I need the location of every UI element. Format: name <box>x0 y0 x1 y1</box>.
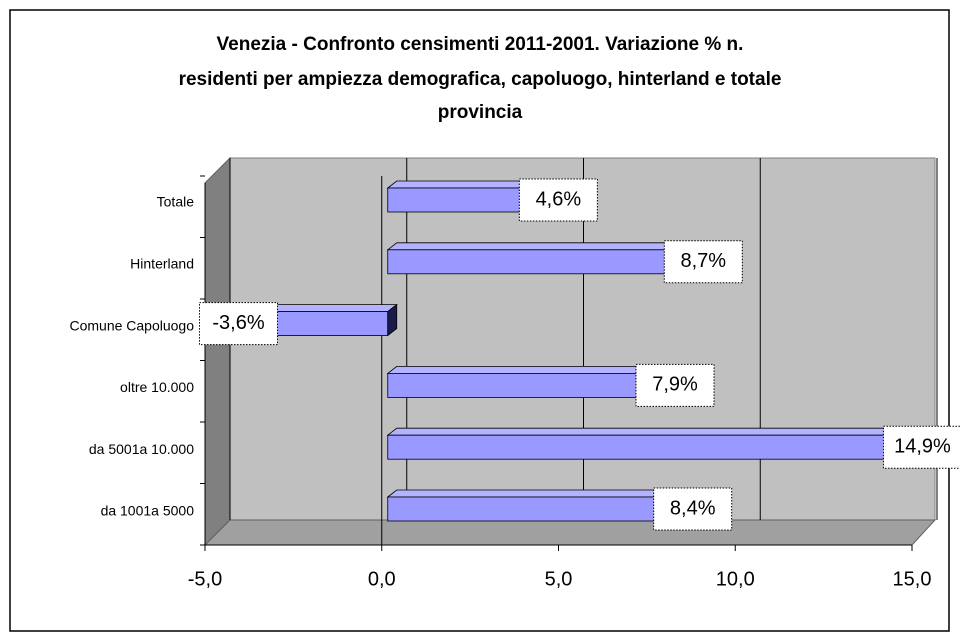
y-tick-label: Hinterland <box>130 256 194 272</box>
value-label-box <box>882 425 960 469</box>
value-label-box <box>198 302 278 346</box>
y-tick-label: Totale <box>157 194 195 210</box>
bar-top <box>259 304 398 313</box>
bar <box>387 249 696 275</box>
bar <box>387 434 915 460</box>
value-label: 8,7% <box>680 250 726 272</box>
value-label: 7,9% <box>652 374 698 396</box>
x-tick-label: -5,0 <box>188 568 222 590</box>
bar-top <box>386 365 678 374</box>
chart-title: Venezia - Confronto censimenti 2011-2001… <box>217 34 744 55</box>
x-tick-label: 15,0 <box>893 568 932 590</box>
bar <box>260 311 389 337</box>
bar-top <box>386 242 706 251</box>
value-label-box <box>518 178 598 222</box>
x-tick-label: 5,0 <box>545 568 573 590</box>
y-tick-label: Comune Capoluogo <box>69 317 194 333</box>
floor <box>203 519 937 546</box>
value-label: -3,6% <box>212 312 264 334</box>
chart-title: residenti per ampiezza demografica, capo… <box>179 69 782 90</box>
bar-top <box>386 427 925 436</box>
bar <box>387 372 668 398</box>
value-label-box <box>663 240 743 284</box>
value-label-box <box>653 487 733 531</box>
x-tick-label: 10,0 <box>716 568 755 590</box>
bar-top <box>386 489 695 498</box>
y-tick-label: da 1001a 5000 <box>101 503 195 519</box>
x-tick-label: 0,0 <box>368 568 396 590</box>
chart-title: provincia <box>438 102 523 123</box>
value-label: 4,6% <box>536 188 582 210</box>
side-wall <box>204 156 231 547</box>
bar-side <box>387 303 398 337</box>
y-tick-label: da 5001a 10.000 <box>89 441 194 457</box>
value-label: 8,4% <box>670 497 716 519</box>
bar <box>387 496 686 522</box>
value-label-box <box>635 363 715 407</box>
y-tick-label: oltre 10.000 <box>120 379 194 395</box>
value-label: 14,9% <box>894 435 951 457</box>
